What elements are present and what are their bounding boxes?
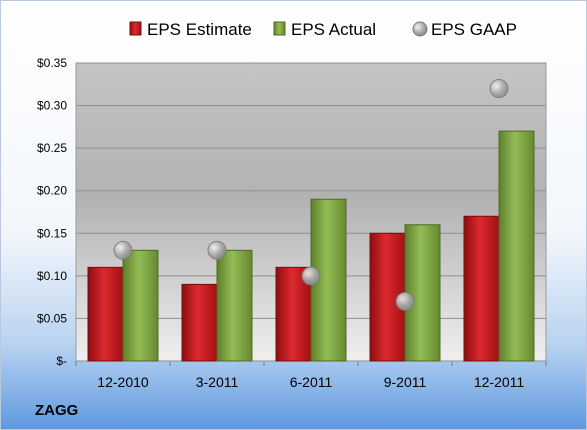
marker-eps-gaap	[395, 291, 415, 311]
bar-eps-actual	[404, 224, 441, 362]
y-tick-label: $0.35	[37, 56, 67, 70]
legend-label: EPS GAAP	[431, 20, 517, 39]
y-tick-label: $-	[56, 354, 67, 368]
x-axis: 12-2010 3-2011 6-2011 9-2011 12-2011	[75, 361, 547, 390]
bar-eps-estimate	[181, 283, 218, 362]
x-tick-label: 6-2011	[290, 374, 333, 390]
bar-eps-estimate	[87, 266, 124, 362]
y-tick-label: $0.05	[37, 311, 67, 325]
legend-swatch	[412, 21, 428, 37]
legend-swatch	[129, 21, 142, 36]
x-tick-label: 3-2011	[196, 374, 239, 390]
company-name: ZAGG	[35, 402, 79, 419]
marker-eps-gaap	[113, 240, 133, 260]
legend-swatch	[273, 21, 286, 36]
x-tick-label: 12-2011	[474, 374, 525, 390]
bar-eps-actual	[216, 249, 253, 362]
marker-eps-gaap	[301, 266, 321, 286]
marker-eps-gaap	[207, 240, 227, 260]
bar-eps-actual	[498, 130, 535, 362]
bar-eps-estimate	[275, 266, 312, 362]
y-tick-label: $0.25	[37, 141, 67, 155]
bar-eps-estimate	[463, 215, 500, 362]
gaap-markers	[113, 79, 509, 311]
y-tick-label: $0.10	[37, 269, 67, 283]
y-axis: $0.35 $0.30 $0.25 $0.20 $0.15 $0.10 $0.05 $-	[37, 56, 67, 368]
legend-label: EPS Estimate	[147, 20, 252, 39]
marker-eps-gaap	[489, 79, 509, 99]
x-tick-label: 9-2011	[384, 374, 427, 390]
y-tick-label: $0.30	[37, 99, 67, 113]
y-tick-label: $0.20	[37, 184, 67, 198]
x-tick-label: 12-2010	[97, 374, 149, 390]
y-tick-label: $0.15	[37, 226, 67, 240]
legend: EPS Estimate EPS Actual EPS GAAP	[129, 20, 517, 39]
bar-eps-actual	[122, 249, 159, 362]
legend-label: EPS Actual	[291, 20, 376, 39]
